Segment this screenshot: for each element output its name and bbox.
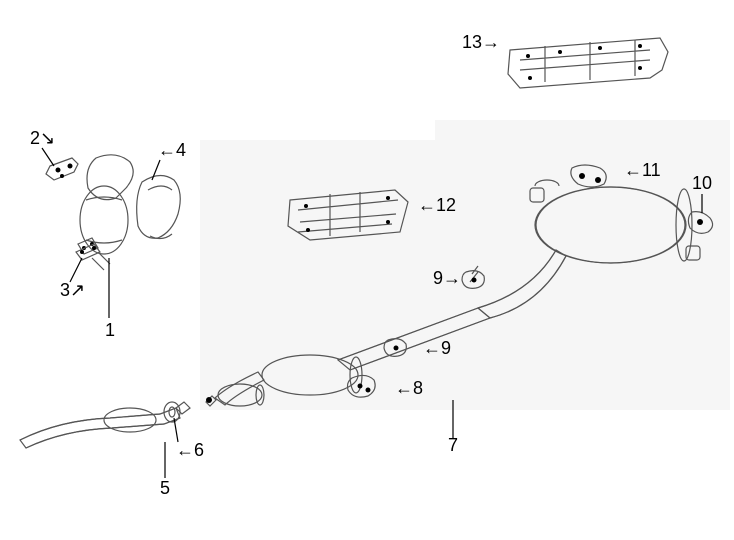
part-4-shield	[137, 175, 181, 238]
part-3-gasket	[76, 244, 100, 260]
part-11-hanger	[571, 165, 606, 187]
callout-5: 5	[160, 478, 170, 499]
diagram-stage: 1 2↘ 3↗ ←4 5 ←6 7 ←8 9→ ←9 10 ←11 ←12 13…	[0, 0, 734, 540]
leader-lines	[42, 148, 702, 478]
callout-12: ←12	[418, 195, 456, 216]
part-8-isolator	[348, 375, 376, 397]
part-5-front-pipe	[20, 402, 190, 448]
callout-10: 10	[692, 173, 712, 194]
callout-7: 7	[448, 435, 458, 456]
part-1-catalytic-converter	[78, 155, 133, 270]
part-13-heat-shield	[508, 38, 668, 88]
callout-9a: 9→	[433, 268, 461, 289]
part-12-heat-shield	[288, 190, 408, 240]
callout-9b: ←9	[423, 338, 451, 359]
callout-11: ←11	[624, 160, 661, 181]
assembly-box-top	[435, 120, 730, 150]
callout-1: 1	[105, 320, 115, 341]
part-9-isolator-b	[384, 339, 406, 357]
diagram-svg	[0, 0, 734, 540]
callout-4: ←4	[158, 140, 186, 161]
callout-8: ←8	[395, 378, 423, 399]
part-6-gasket	[164, 402, 180, 422]
callout-13: 13→	[462, 32, 500, 53]
callout-2: 2↘	[30, 128, 55, 149]
part-2-gasket	[46, 158, 78, 180]
part-10-hanger	[688, 212, 712, 234]
part-9-isolator-a	[462, 271, 484, 289]
callout-6: ←6	[176, 440, 204, 461]
callout-3: 3↗	[60, 280, 85, 301]
